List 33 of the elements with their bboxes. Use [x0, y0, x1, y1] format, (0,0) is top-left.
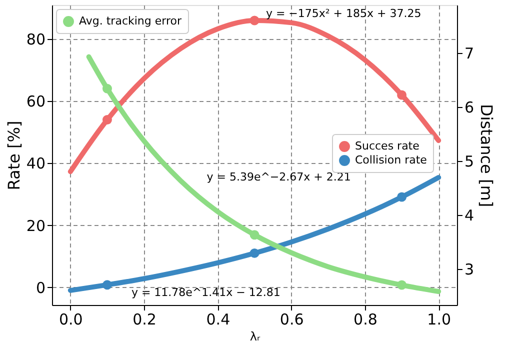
point: [397, 280, 407, 290]
x-tick-label: 1.0: [427, 310, 452, 328]
x-tick-label: 0.8: [354, 310, 378, 328]
y2-tick-label: 5: [464, 152, 474, 170]
legend-label: Collision rate: [355, 154, 428, 166]
x-axis-title: λᵣ: [250, 330, 261, 344]
y2-tick-label: 7: [464, 44, 474, 63]
point: [250, 230, 260, 240]
y2-tick-label: 4: [464, 206, 474, 224]
legend-label: Succes rate: [355, 140, 420, 152]
annotation: y = −175x² + 185x + 37.25: [266, 7, 422, 20]
annotation: y = 11.78e^1.41x − 12.81: [131, 286, 280, 299]
x-tick-label: 0.4: [206, 310, 230, 328]
y-tick-label: 0: [36, 278, 46, 297]
y-tick-label: 40: [26, 154, 46, 173]
x-tick-label: 0.0: [58, 310, 83, 328]
y-axis-title: Rate [%]: [4, 120, 24, 190]
y-tick-label: 80: [26, 30, 46, 49]
point: [250, 248, 260, 258]
point: [102, 115, 112, 125]
point: [397, 192, 407, 202]
legend-label: Avg. tracking error: [79, 14, 182, 28]
point: [397, 90, 407, 100]
point: [102, 280, 112, 290]
x-tick-label: 0.6: [280, 310, 304, 328]
y2-tick-label: 3: [464, 260, 474, 278]
x-tick-label: 0.2: [132, 310, 156, 328]
point: [102, 84, 112, 94]
y2-axis-title: Distance [m]: [477, 104, 496, 208]
y-tick-label: 20: [26, 216, 46, 235]
point: [250, 16, 260, 26]
y2-tick-label: 6: [464, 98, 474, 116]
y-tick-label: 60: [26, 92, 46, 111]
